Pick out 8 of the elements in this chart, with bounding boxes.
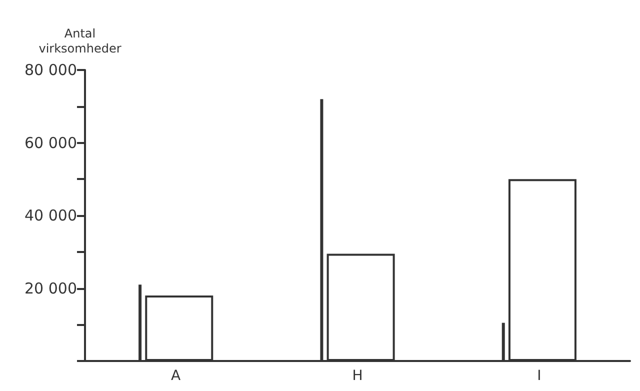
x-tick-label: I	[537, 368, 542, 384]
x-tick-label: A	[171, 368, 182, 384]
y-tick-label: 20 000	[24, 279, 77, 298]
x-tick-label: H	[352, 368, 363, 384]
y-tick-label: 60 000	[24, 134, 77, 152]
y-axis-title: Antal virksomheder	[38, 26, 122, 56]
y-tick-label: 80 000	[24, 61, 77, 79]
y-tick-label: 40 000	[24, 206, 77, 224]
